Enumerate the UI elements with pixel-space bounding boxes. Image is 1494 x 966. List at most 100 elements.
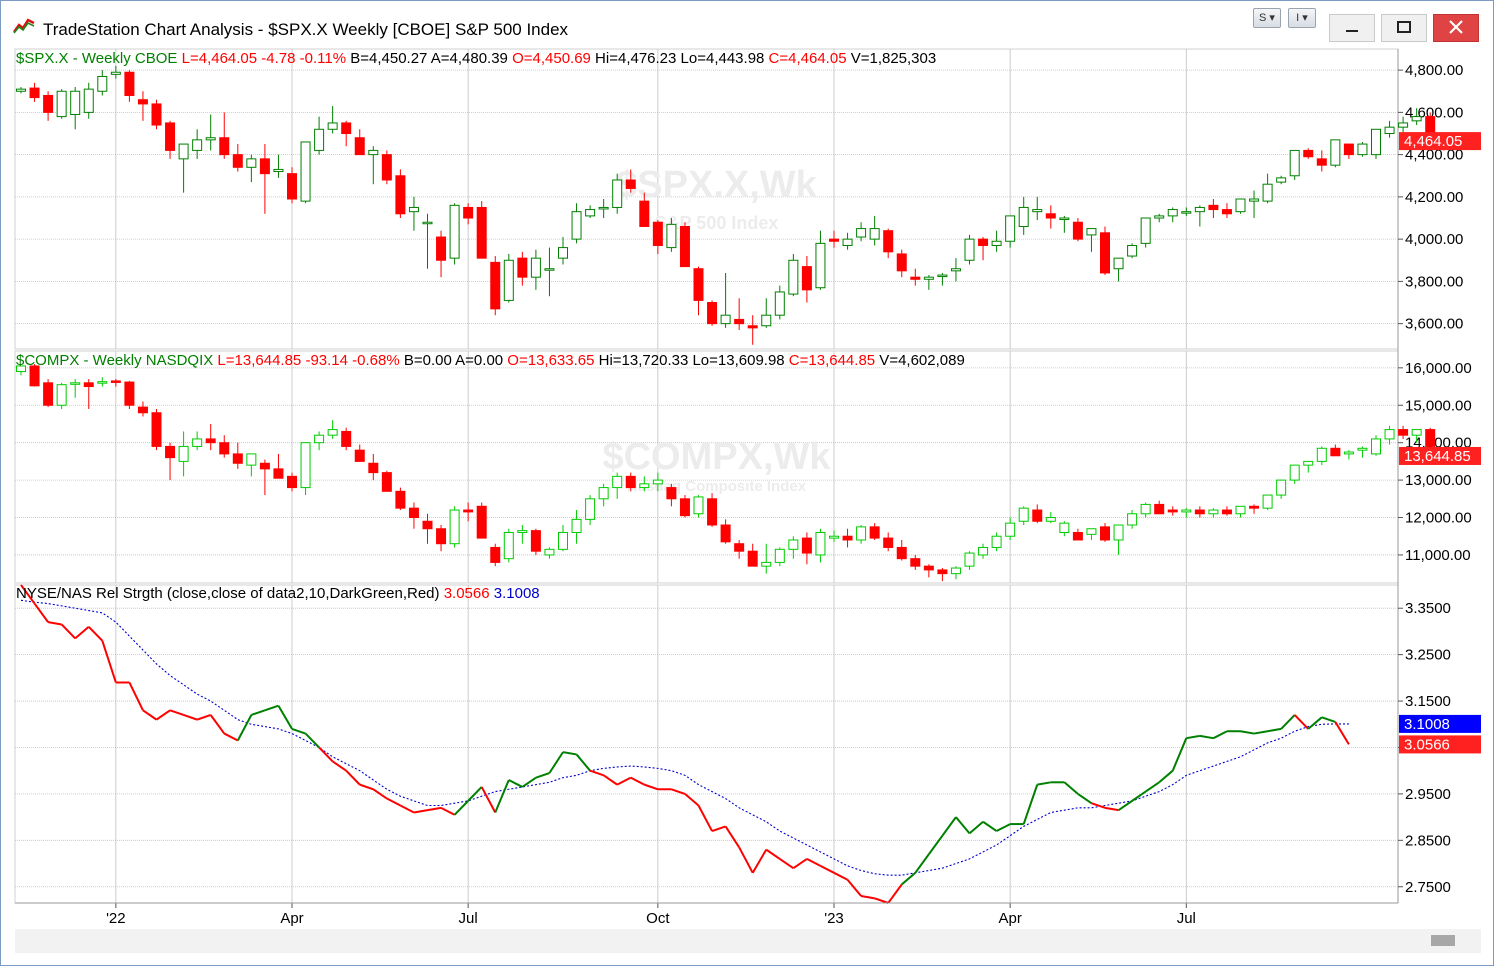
candle-down	[43, 94, 54, 113]
candle-up	[408, 206, 419, 213]
candle-down	[978, 238, 989, 246]
header-field: L=13,644.85	[213, 352, 301, 369]
avg-value-label: 3.1008	[1404, 716, 1450, 733]
relative-strength-line	[1212, 730, 1228, 740]
relative-strength-line	[874, 897, 889, 904]
candle-up	[639, 483, 650, 489]
status-strip	[1, 953, 1493, 965]
relative-strength-line	[318, 746, 334, 763]
candle-down	[842, 535, 853, 541]
candle-up	[829, 535, 839, 539]
candle-up	[1140, 217, 1151, 244]
relative-strength-line	[996, 823, 1011, 832]
candle-up	[991, 240, 1002, 246]
candle-up	[856, 228, 867, 238]
y-tick-label: 3.1500	[1405, 693, 1451, 710]
candle-up	[1398, 122, 1409, 128]
header-field: Hi=4,476.23	[591, 50, 676, 67]
close-button[interactable]	[1433, 14, 1479, 42]
candle-down	[883, 230, 894, 253]
candle-up	[774, 548, 785, 563]
relative-strength-line	[1091, 802, 1106, 809]
chart-area[interactable]: 3,600.00 3,800.00 4,000.00 4,200.00 4,400.00…	[1, 1, 1493, 929]
relative-strength-line	[711, 825, 726, 832]
candle-down	[829, 238, 839, 242]
candle-up	[368, 149, 379, 156]
relative-strength-line	[833, 871, 849, 881]
indicator-menu-button[interactable]: I ▾	[1288, 8, 1316, 28]
header-field: Lo=13,609.98	[688, 352, 784, 369]
relative-strength-line	[359, 783, 374, 791]
candle-up	[1032, 209, 1043, 213]
candle-up	[774, 291, 785, 316]
candle-up	[815, 531, 826, 556]
relative-strength-line	[738, 846, 754, 874]
relative-strength-line	[386, 797, 401, 807]
candle-up	[1167, 209, 1178, 217]
candle-up	[1262, 494, 1273, 509]
x-tick-label: '22	[106, 910, 126, 927]
relative-strength-line	[264, 704, 279, 712]
scrollbar-thumb[interactable]	[1431, 935, 1455, 946]
restore-icon	[1397, 21, 1411, 33]
candle-down	[29, 87, 40, 99]
candle-down	[883, 537, 894, 548]
candle-down	[720, 524, 731, 543]
relative-strength-line	[440, 806, 456, 816]
average-line	[20, 599, 1349, 876]
candle-up	[1127, 244, 1138, 257]
candle-down	[436, 528, 447, 545]
candle-up	[950, 567, 961, 575]
candle-down	[422, 520, 433, 530]
relative-strength-line	[1104, 806, 1119, 812]
relative-strength-line	[901, 872, 916, 886]
relative-strength-line	[562, 751, 577, 756]
candle-up	[856, 526, 867, 541]
relative-strength-line	[1063, 781, 1079, 795]
candle-down	[219, 442, 230, 455]
pane-2-frame	[14, 350, 1399, 584]
candle-up	[1059, 217, 1070, 221]
minimize-button[interactable]	[1329, 14, 1375, 42]
restore-button[interactable]	[1381, 14, 1427, 42]
x-tick-label: Jul	[1177, 910, 1196, 927]
relative-strength-line	[630, 776, 645, 786]
relative-strength-line	[183, 714, 198, 721]
candle-down	[395, 175, 406, 215]
candle-down	[1072, 221, 1083, 240]
candle-up	[314, 128, 325, 151]
relative-strength-line	[603, 774, 618, 786]
relative-strength-line	[1158, 769, 1174, 784]
last-value-marker	[1399, 735, 1481, 754]
candle-down	[1221, 509, 1232, 515]
candle-down	[1167, 509, 1178, 513]
candle-up	[1154, 215, 1165, 219]
relative-strength-line	[1240, 730, 1255, 735]
horizontal-scrollbar[interactable]	[15, 929, 1481, 953]
candle-up	[585, 209, 596, 217]
candle-up	[300, 442, 311, 489]
relative-strength-line	[291, 727, 306, 735]
relative-strength-line	[575, 753, 591, 772]
x-tick-label: '23	[824, 910, 844, 927]
pane-3-frame	[14, 584, 1399, 904]
candle-down	[910, 558, 921, 567]
candle-up	[1127, 513, 1138, 526]
symbol-link-button[interactable]: S ▾	[1253, 8, 1281, 28]
candle-down	[381, 154, 392, 181]
relative-strength-line	[399, 804, 415, 814]
relative-strength-line	[1199, 734, 1214, 740]
header-field: V=1,825,303	[847, 50, 937, 67]
relative-strength-line	[494, 779, 510, 813]
candle-up	[1235, 198, 1246, 213]
relative-strength-line	[427, 806, 442, 812]
candle-up	[598, 487, 609, 500]
header-field: C=13,644.85	[785, 352, 876, 369]
y-tick-label: 2.8500	[1405, 832, 1451, 849]
candle-down	[707, 302, 718, 325]
relative-strength-line	[128, 682, 144, 711]
minimize-icon	[1346, 30, 1358, 32]
candle-up	[83, 88, 94, 113]
candle-up	[1343, 451, 1354, 455]
candle-down	[1249, 505, 1260, 509]
